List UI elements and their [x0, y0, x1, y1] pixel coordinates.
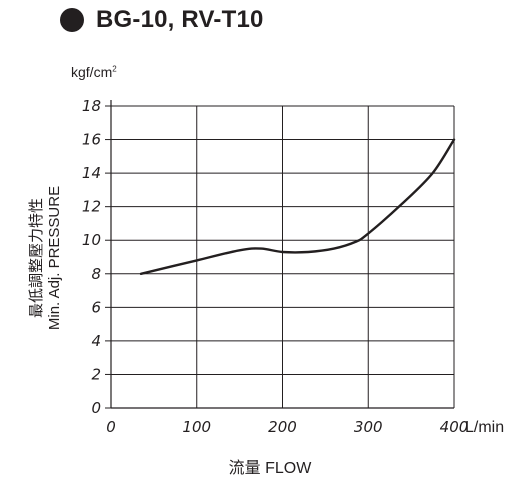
bullet-icon [60, 8, 84, 32]
y-axis-title-jp: 最低調整壓力特性 [28, 198, 45, 319]
y-tick-label-0: 0 [91, 399, 101, 417]
x-tick-label-100: 100 [182, 418, 211, 436]
axes [110, 100, 454, 409]
y-axis-title: 最低調整壓力特性 Min. Adj. PRESSURE [28, 128, 64, 388]
y-tick-label-6: 6 [91, 298, 101, 316]
y-unit-label: kgf/cm2 [71, 64, 117, 80]
y-unit-text: kgf/cm [71, 64, 113, 80]
x-tick-label-300: 300 [354, 418, 383, 436]
tick-labels: 0 2 4 6 8 10 12 14 16 18 0 100 200 300 400 [82, 97, 468, 436]
series-line [139, 138, 456, 275]
chart-title: BG-10, RV-T10 [96, 6, 264, 33]
y-tick-label-8: 8 [91, 265, 101, 283]
grid [105, 105, 455, 409]
x-axis-title: 流量 FLOW [228, 460, 312, 477]
y-tick-label-14: 14 [82, 164, 101, 182]
y-unit-superscript: 2 [112, 64, 117, 74]
y-tick-label-16: 16 [82, 131, 101, 149]
x-unit-label: L/min [465, 419, 504, 436]
y-tick-label-18: 18 [82, 97, 101, 115]
y-tick-label-2: 2 [91, 365, 101, 383]
x-tick-label-200: 200 [268, 418, 297, 436]
chart-title-row: BG-10, RV-T10 [60, 2, 264, 38]
y-tick-label-12: 12 [82, 198, 101, 216]
y-tick-label-4: 4 [91, 332, 101, 350]
x-tick-label-400: 400 [440, 418, 469, 436]
y-tick-label-10: 10 [82, 231, 101, 249]
x-tick-label-0: 0 [106, 418, 116, 436]
y-axis-title-en: Min. Adj. PRESSURE [46, 185, 63, 331]
